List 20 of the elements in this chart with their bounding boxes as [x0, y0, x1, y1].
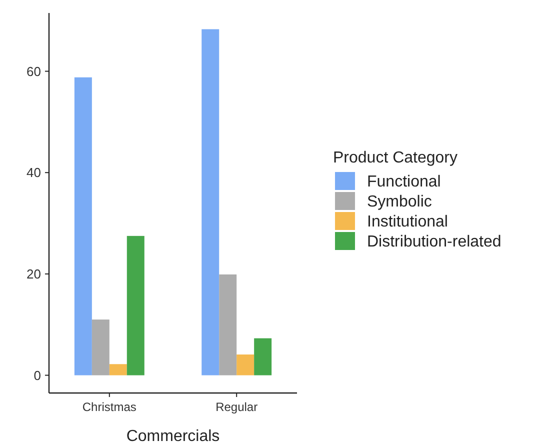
- bar: [74, 77, 92, 376]
- x-tick-label: Christmas: [82, 400, 136, 414]
- y-tick-label: 20: [26, 266, 41, 282]
- y-tick-label: 0: [34, 368, 41, 383]
- x-tick-label: Regular: [216, 400, 258, 414]
- y-tick-label: 40: [26, 165, 41, 180]
- bar: [219, 274, 237, 376]
- bar: [92, 320, 110, 376]
- bar: [236, 354, 254, 376]
- bar: [254, 338, 272, 376]
- x-axis-title: Commercials: [126, 428, 220, 445]
- bar: [126, 236, 144, 376]
- legend-label: Symbolic: [367, 194, 432, 211]
- y-tick-label: 60: [26, 64, 41, 79]
- legend-label: Institutional: [367, 214, 448, 231]
- bar: [202, 29, 220, 376]
- legend-label: Distribution-related: [367, 234, 502, 251]
- legend-label: Functional: [367, 174, 441, 191]
- legend-title: Product Category: [333, 150, 458, 167]
- bar: [109, 364, 127, 376]
